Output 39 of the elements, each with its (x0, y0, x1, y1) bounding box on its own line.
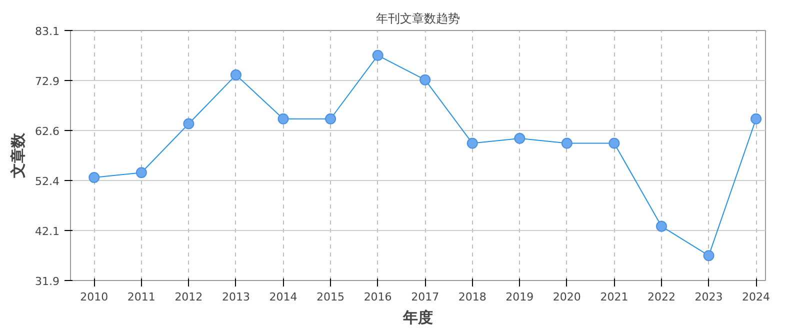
point (372, 50, 384, 61)
point (750, 113, 762, 124)
point (136, 167, 147, 178)
x-tick-label: 2024 (742, 290, 770, 304)
x-tick-label: 2019 (506, 290, 534, 304)
point (325, 113, 336, 124)
x-tick-label: 2011 (127, 290, 156, 304)
x-tick-label: 2015 (316, 290, 345, 304)
x-tick-label: 2012 (174, 290, 203, 304)
point (88, 172, 100, 183)
point (420, 74, 431, 86)
point (278, 113, 289, 124)
x-axis-title: 年度 (402, 308, 433, 326)
x-tick-label: 2023 (694, 290, 723, 304)
y-tick-label: 62.6 (35, 125, 60, 138)
x-tick-label: 2017 (411, 290, 440, 304)
point (656, 220, 667, 232)
x-tick-label: 2016 (364, 290, 392, 304)
x-tick-label: 2018 (458, 290, 486, 304)
point (703, 250, 714, 262)
x-tick-label: 2014 (269, 290, 298, 304)
point (608, 138, 620, 149)
y-tick-label: 31.9 (35, 275, 60, 288)
y-tick-label: 83.1 (35, 25, 60, 38)
point (514, 132, 526, 144)
point (561, 138, 572, 149)
point (466, 138, 478, 149)
y-tick-label: 72.9 (35, 74, 60, 88)
chart-title: 年刊文章数趋势 (376, 12, 460, 26)
x-tick-label: 2022 (647, 290, 676, 304)
y-tick-label: 42.1 (35, 225, 60, 238)
x-tick-label: 2021 (600, 290, 628, 304)
y-axis-title: 文章数 (9, 132, 28, 179)
point (183, 118, 194, 130)
point (230, 69, 242, 80)
x-tick-label: 2020 (552, 290, 581, 304)
x-tick-label: 2010 (80, 290, 108, 304)
x-tick-label: 2013 (222, 290, 250, 304)
y-tick-label: 52.4 (35, 174, 60, 188)
